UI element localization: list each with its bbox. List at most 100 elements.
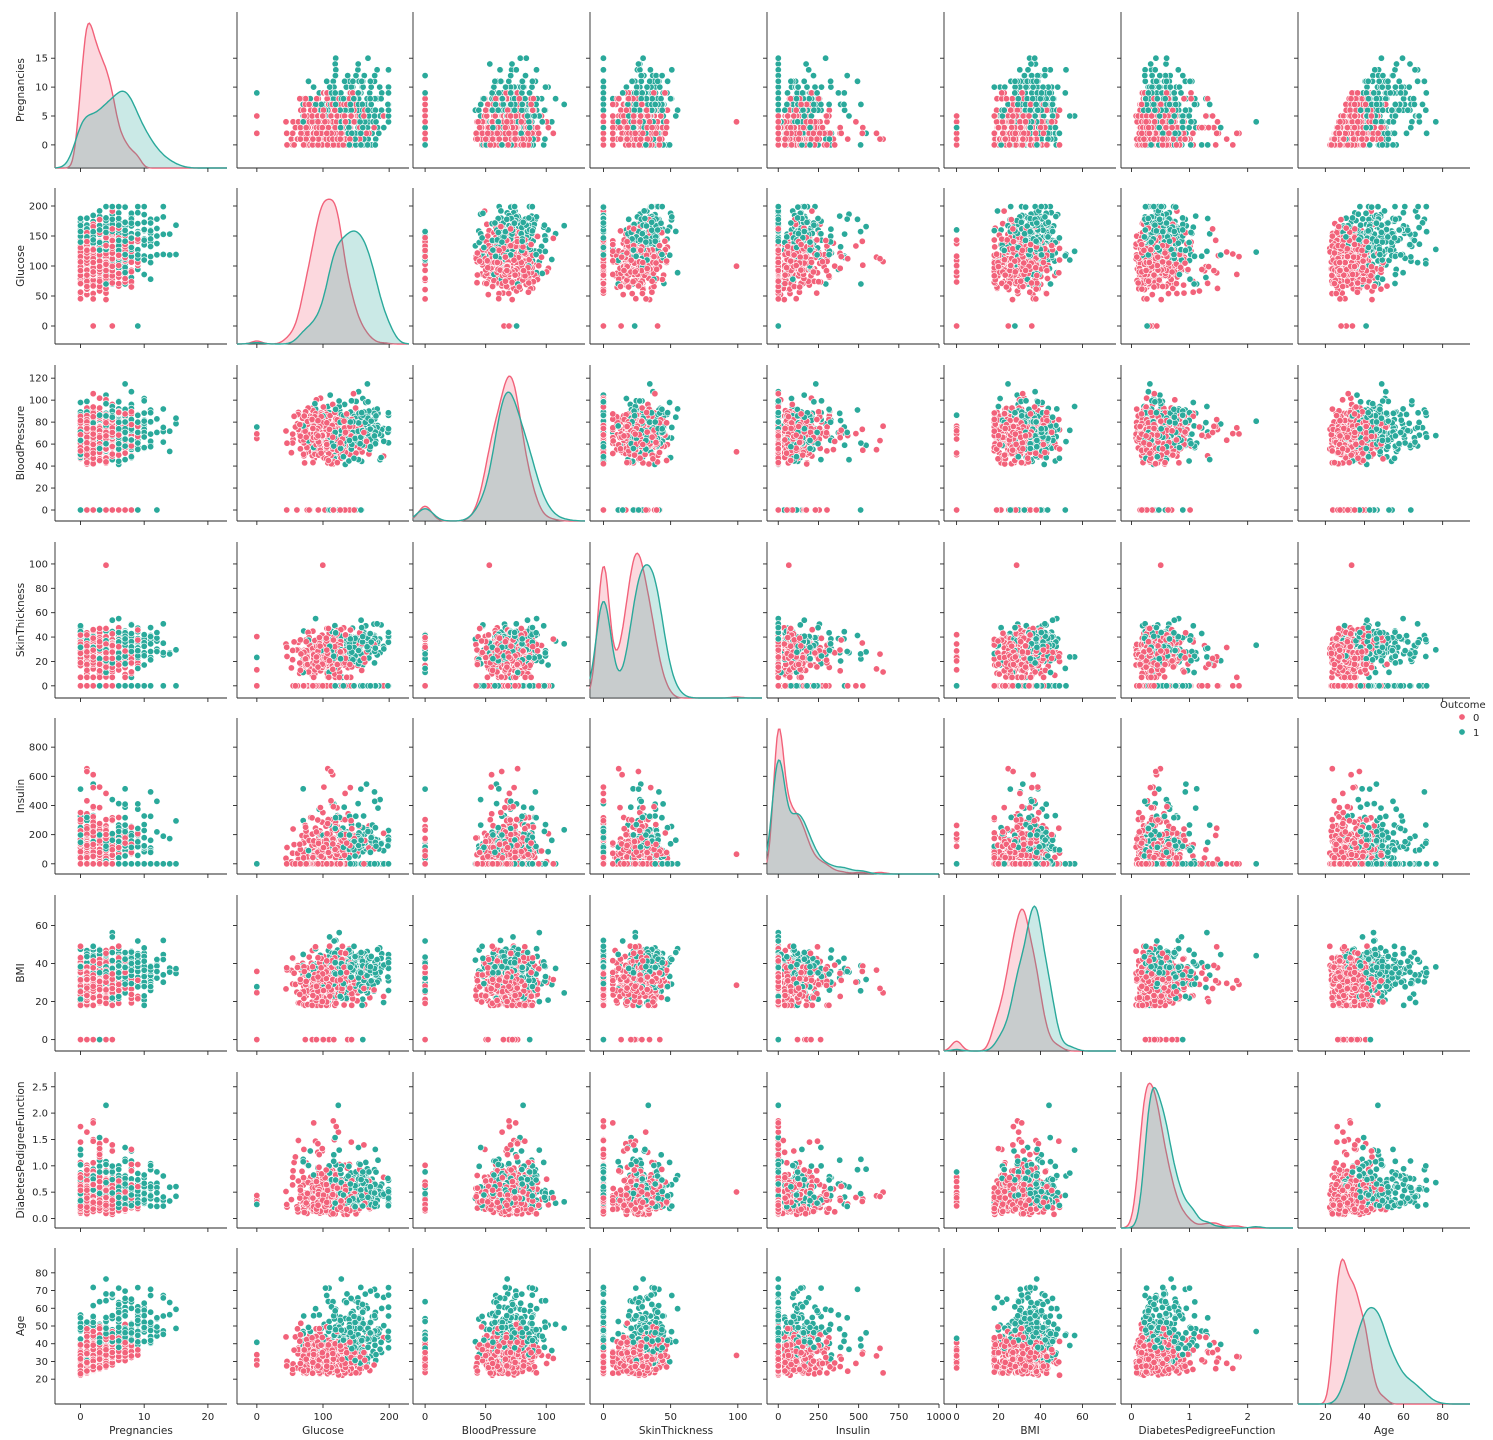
point-outcome-1 [478, 101, 484, 107]
point-outcome-0 [485, 130, 491, 136]
point-outcome-1 [489, 90, 495, 96]
point-outcome-0 [610, 142, 616, 148]
point-outcome-1 [552, 96, 558, 102]
point-outcome-1 [340, 96, 346, 102]
point-outcome-0 [489, 136, 495, 142]
point-outcome-1 [332, 101, 338, 107]
point-outcome-1 [513, 67, 519, 73]
point-outcome-1 [511, 107, 517, 113]
point-outcome-0 [485, 101, 491, 107]
point-outcome-0 [319, 124, 325, 130]
point-outcome-0 [254, 113, 260, 119]
point-outcome-1 [529, 84, 535, 90]
point-outcome-0 [483, 136, 489, 142]
point-outcome-0 [506, 130, 512, 136]
point-outcome-0 [733, 119, 739, 125]
point-outcome-1 [499, 142, 505, 148]
point-outcome-1 [373, 136, 379, 142]
point-outcome-0 [525, 130, 531, 136]
point-outcome-1 [333, 67, 339, 73]
point-outcome-1 [378, 96, 384, 102]
point-outcome-0 [320, 113, 326, 119]
point-outcome-0 [550, 130, 556, 136]
panel-Pregnancies-vs-SkinThickness [586, 12, 762, 172]
point-outcome-1 [647, 67, 653, 73]
point-outcome-1 [381, 124, 387, 130]
point-outcome-1 [372, 142, 378, 148]
point-outcome-0 [487, 142, 493, 148]
point-outcome-1 [666, 142, 672, 148]
point-outcome-1 [313, 101, 319, 107]
point-outcome-1 [349, 130, 355, 136]
point-outcome-0 [347, 136, 353, 142]
point-outcome-1 [541, 142, 547, 148]
point-outcome-0 [536, 130, 542, 136]
point-outcome-0 [507, 113, 513, 119]
point-outcome-0 [310, 136, 316, 142]
point-outcome-0 [351, 119, 357, 125]
point-outcome-1 [377, 84, 383, 90]
point-outcome-1 [522, 72, 528, 78]
point-outcome-0 [301, 113, 307, 119]
point-outcome-1 [347, 101, 353, 107]
point-outcome-0 [494, 130, 500, 136]
point-outcome-1 [541, 107, 547, 113]
point-outcome-1 [526, 90, 532, 96]
point-outcome-1 [561, 101, 567, 107]
point-outcome-0 [284, 142, 290, 148]
point-outcome-1 [385, 101, 391, 107]
point-outcome-1 [351, 96, 357, 102]
point-outcome-1 [385, 119, 391, 125]
point-outcome-0 [284, 130, 290, 136]
point-outcome-1 [348, 107, 354, 113]
point-outcome-1 [498, 78, 504, 84]
point-outcome-1 [327, 84, 333, 90]
point-outcome-0 [324, 142, 330, 148]
point-outcome-0 [330, 142, 336, 148]
point-outcome-1 [542, 84, 548, 90]
point-outcome-1 [526, 119, 532, 125]
point-outcome-1 [355, 90, 361, 96]
point-outcome-1 [385, 84, 391, 90]
point-outcome-1 [491, 84, 497, 90]
point-outcome-0 [315, 119, 321, 125]
point-outcome-1 [519, 107, 525, 113]
point-outcome-0 [422, 119, 428, 125]
point-outcome-1 [372, 72, 378, 78]
panel-Pregnancies-vs-Glucose [233, 12, 409, 172]
point-outcome-1 [669, 67, 675, 73]
point-outcome-1 [368, 84, 374, 90]
point-outcome-0 [254, 130, 260, 136]
point-outcome-1 [332, 72, 338, 78]
point-outcome-0 [315, 142, 321, 148]
point-outcome-0 [324, 96, 330, 102]
point-outcome-1 [333, 55, 339, 61]
point-outcome-1 [353, 72, 359, 78]
point-outcome-1 [332, 90, 338, 96]
point-outcome-0 [528, 101, 534, 107]
point-outcome-0 [300, 107, 306, 113]
point-outcome-1 [374, 67, 380, 73]
point-outcome-0 [332, 107, 338, 113]
point-outcome-1 [523, 55, 529, 61]
point-outcome-1 [476, 107, 482, 113]
y-tick-label: 15 [35, 54, 48, 65]
point-outcome-1 [495, 107, 501, 113]
point-outcome-0 [492, 113, 498, 119]
point-outcome-0 [483, 107, 489, 113]
point-outcome-0 [328, 113, 334, 119]
point-outcome-0 [309, 119, 315, 125]
point-outcome-1 [385, 113, 391, 119]
point-outcome-1 [385, 90, 391, 96]
point-outcome-1 [508, 90, 514, 96]
point-outcome-1 [310, 84, 316, 90]
point-outcome-1 [373, 119, 379, 125]
point-outcome-1 [497, 67, 503, 73]
point-outcome-0 [342, 119, 348, 125]
point-outcome-1 [508, 72, 514, 78]
point-outcome-1 [518, 130, 524, 136]
point-outcome-0 [422, 107, 428, 113]
point-outcome-1 [533, 67, 539, 73]
point-outcome-0 [505, 142, 511, 148]
point-outcome-0 [322, 119, 328, 125]
